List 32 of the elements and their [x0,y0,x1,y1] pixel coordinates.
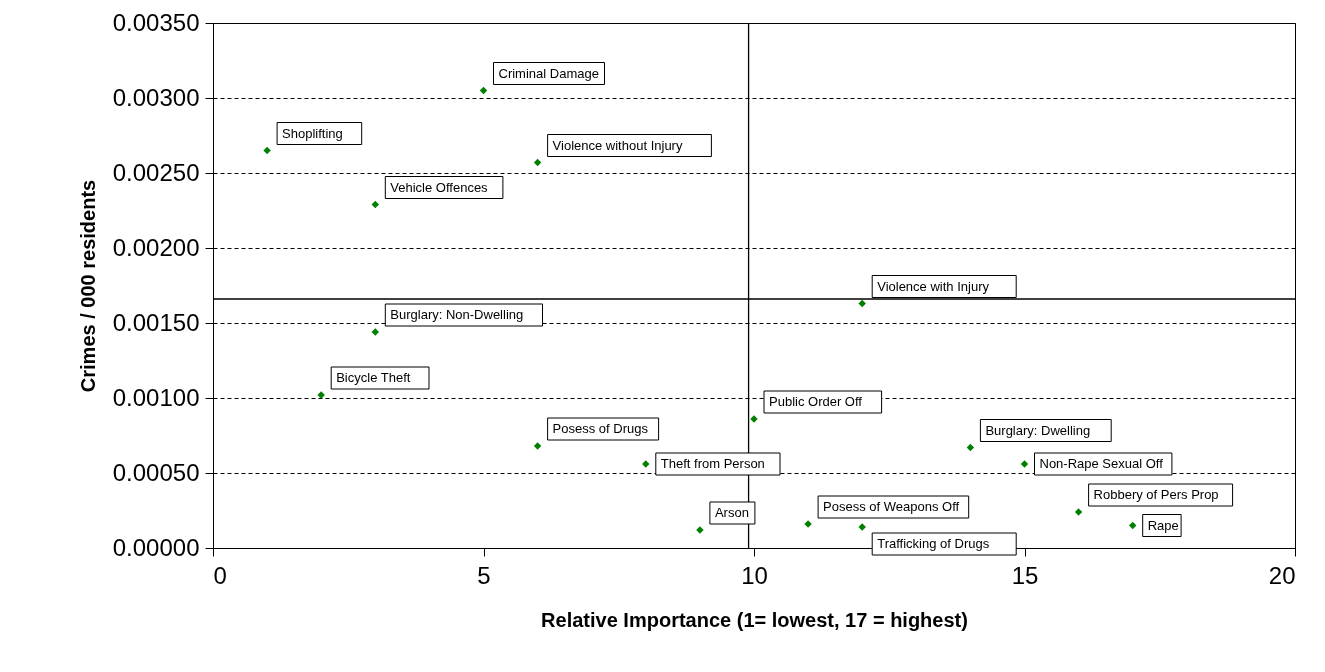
annotation: Shoplifting [282,125,343,141]
y-tick-label: 0.00000 [112,533,200,561]
annotation: Non-Rape Sexual Off [1039,456,1164,471]
y-axis-title: Crimes / 000 residents [76,179,99,393]
annotation: Criminal Damage [498,65,599,81]
x-tick-label: 15 [1011,561,1039,589]
annotation: Rape [1147,517,1179,533]
x-tick-label: 20 [1268,561,1296,589]
y-tick-label: 0.00200 [112,233,200,261]
annotation: Trafficking of Drugs [877,536,990,551]
x-tick-label: 10 [741,561,768,589]
annotation: Violence with Injury [877,278,990,294]
annotation: Burglary: Non-Dwelling [390,307,524,322]
y-tick-label: 0.00350 [112,8,200,36]
annotation: Public Order Off [769,394,863,409]
y-tick-label: 0.00300 [112,83,200,111]
y-tick-label: 0.00150 [112,308,200,336]
x-tick-label: 5 [477,561,491,589]
annotation: Posess of Drugs [552,421,649,436]
annotation: Vehicle Offences [390,179,489,195]
annotation: Posess of Weapons Off [823,499,960,514]
y-tick-label: 0.00050 [112,458,200,486]
annotation: Robbery of Pers Prop [1093,487,1219,502]
x-axis-title: Relative Importance (1= lowest, 17 = highest) [541,608,968,631]
x-tick-label: 0 [213,561,227,589]
annotation: Arson [714,505,749,520]
annotation: Theft from Person [660,456,765,471]
annotation: Bicycle Theft [336,370,411,385]
y-tick-label: 0.00100 [112,383,200,411]
y-tick-label: 0.00250 [112,158,200,186]
annotation: Violence without Injury [552,137,683,153]
annotation: Burglary: Dwelling [985,422,1091,438]
